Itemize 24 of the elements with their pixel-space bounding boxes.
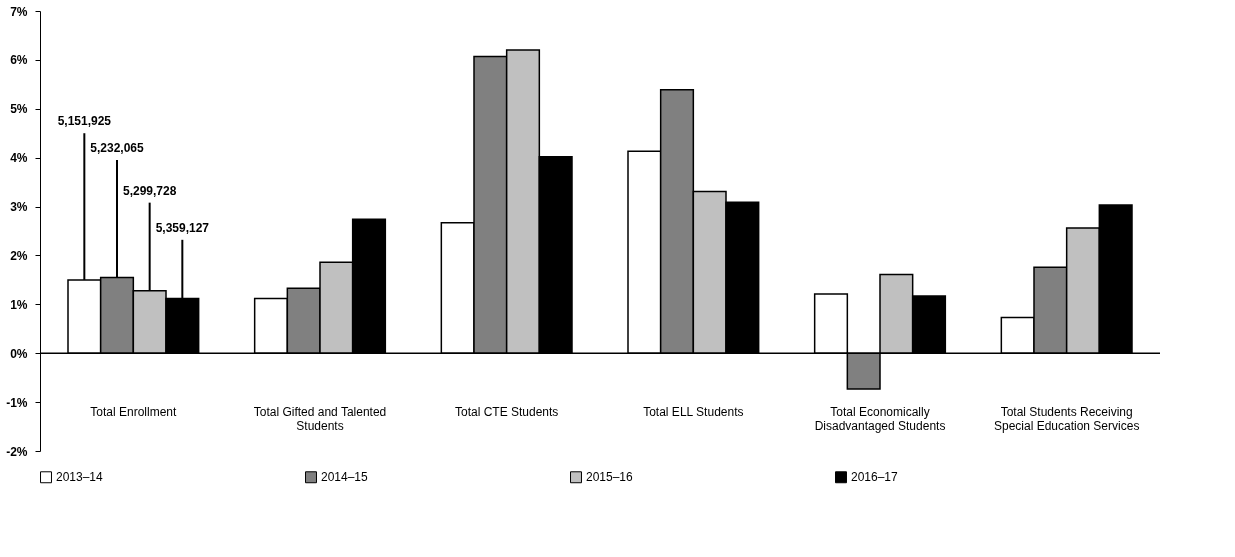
x-tick-label: Total CTE Students: [454, 404, 559, 419]
y-tick-label: 2%: [10, 248, 28, 263]
annotation: 5,151,925: [57, 114, 112, 129]
x-tick-label: Total Economically Disadvantaged Students: [814, 404, 946, 433]
x-tick-label: Total Gifted and Talented Students: [253, 404, 387, 433]
y-tick-label: 0%: [10, 346, 28, 361]
y-tick-label: 4%: [10, 151, 28, 166]
y-tick-label: -2%: [6, 444, 28, 459]
x-tick-label: Total Students Receiving Special Education Services: [993, 404, 1140, 433]
legend-label: 2015–16: [586, 470, 634, 485]
y-tick-label: 3%: [10, 200, 28, 215]
legend-label: 2016–17: [851, 470, 899, 485]
x-tick-label: Total ELL Students: [643, 404, 744, 419]
annotation: 5,359,127: [155, 220, 210, 235]
y-tick-label: 1%: [10, 297, 28, 312]
legend-label: 2014–15: [321, 470, 369, 485]
x-tick-label: Total Enrollment: [90, 404, 178, 419]
annotation: 5,232,065: [90, 141, 145, 156]
annotation: 5,299,728: [122, 183, 177, 198]
y-tick-label: 6%: [10, 53, 28, 68]
y-tick-label: -1%: [6, 395, 28, 410]
y-tick-label: 5%: [10, 102, 28, 117]
legend-label: 2013–14: [56, 470, 104, 485]
y-tick-label: 7%: [10, 4, 28, 19]
